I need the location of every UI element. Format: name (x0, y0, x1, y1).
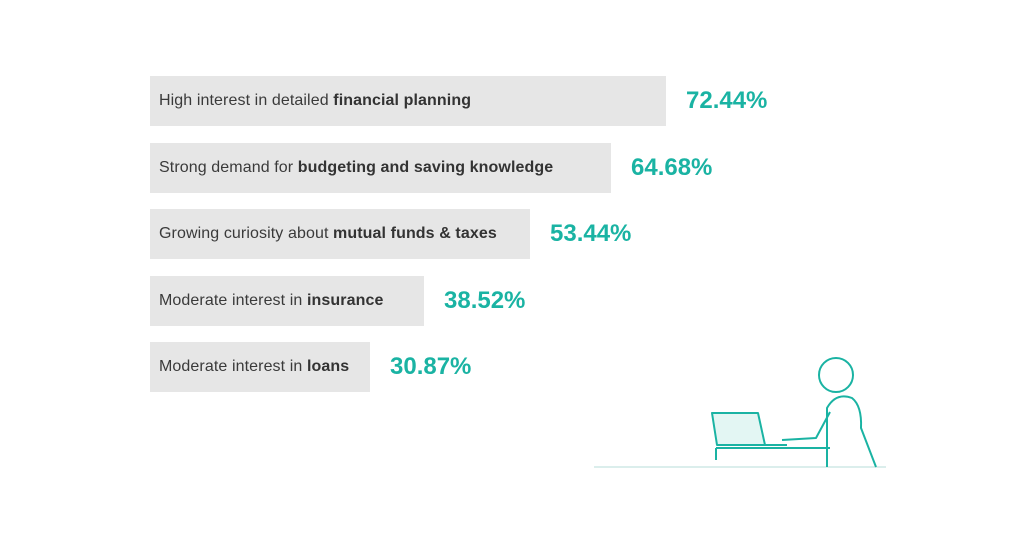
bar-label: Moderate interest in loans (159, 358, 349, 376)
value-label: 38.52% (444, 287, 526, 314)
bar-label-text: Moderate interest in (159, 292, 307, 309)
bar-label-text: Strong demand for (159, 159, 298, 176)
person-head (818, 357, 854, 393)
bar-label-emphasis: insurance (306, 292, 384, 309)
bar-label-emphasis: loans (306, 358, 350, 375)
person-at-laptop-icon (594, 357, 886, 468)
bar-1: High interest in detailed financial plan… (150, 76, 666, 126)
bar-label-emphasis: budgeting and saving knowledge (297, 159, 554, 176)
bar-label-emphasis: mutual funds & taxes (333, 225, 497, 242)
bar-label-emphasis: financial planning (333, 92, 472, 109)
person-body (826, 395, 877, 468)
person-arm (781, 411, 831, 441)
value-label: 30.87% (390, 353, 472, 380)
bar-label-text: Moderate interest in (159, 358, 307, 375)
bar-label: Moderate interest in insurance (159, 292, 383, 310)
bar-label-text: Growing curiosity about (159, 225, 334, 242)
bar-label: Strong demand for budgeting and saving k… (159, 159, 553, 177)
bar-2: Strong demand for budgeting and saving k… (150, 143, 611, 193)
value-label: 64.68% (631, 154, 713, 181)
bar-label: Growing curiosity about mutual funds & t… (159, 225, 497, 243)
bar-4: Moderate interest in insurance (150, 276, 424, 326)
value-label: 72.44% (686, 87, 768, 114)
bar-3: Growing curiosity about mutual funds & t… (150, 209, 530, 259)
bar-label-text: High interest in detailed (159, 92, 334, 109)
bar-label: High interest in detailed financial plan… (159, 92, 471, 110)
value-label: 53.44% (550, 220, 632, 247)
bar-5: Moderate interest in loans (150, 342, 370, 392)
laptop-screen (711, 412, 766, 446)
